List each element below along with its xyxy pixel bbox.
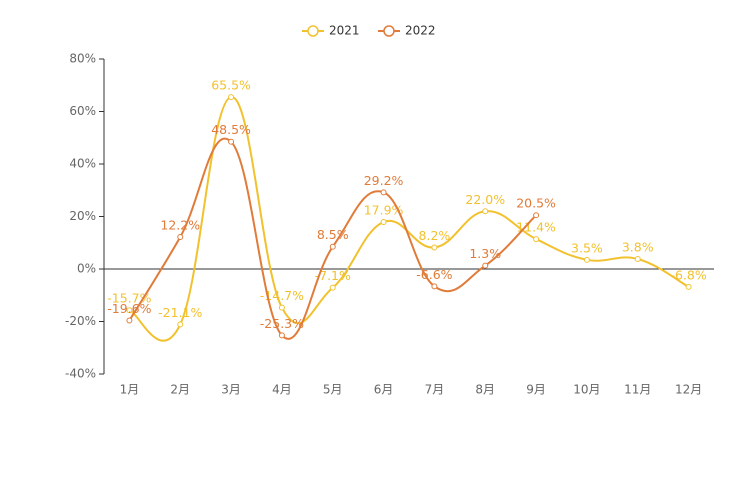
x-tick-label: 2月 [170,383,190,397]
y-tick-label: 60% [69,104,96,118]
y-tick-label: 0% [77,262,96,276]
data-label: 1.3% [469,246,501,261]
x-tick-label: 8月 [475,383,495,397]
data-label: 17.9% [364,203,404,218]
data-point [380,219,387,226]
data-label: 3.8% [622,240,654,255]
data-label: 12.2% [160,217,200,232]
data-label: 48.5% [211,122,251,137]
legend-marker [383,25,395,37]
data-label: -21.1% [158,305,202,320]
data-point [583,256,590,263]
x-tick-label: 12月 [675,383,702,397]
data-label: 20.5% [516,196,556,211]
data-label: 8.2% [419,228,451,243]
data-point [177,233,184,240]
data-point [278,304,285,311]
data-point [533,236,540,243]
x-tick-label: 4月 [272,383,292,397]
series-line [128,96,690,342]
data-label: 3.5% [571,240,603,255]
legend-label: 2021 [329,24,360,38]
y-tick-label: 20% [69,209,96,223]
x-tick-label: 9月 [526,383,546,397]
y-tick-label: 40% [69,157,96,171]
x-tick-label: 6月 [374,383,394,397]
x-tick-label: 3月 [221,383,241,397]
data-label: -7.1% [315,268,351,283]
y-tick-label: -20% [65,314,96,328]
data-label: -6.6% [416,267,452,282]
data-point [380,189,387,196]
data-label: 22.0% [465,192,505,207]
data-label: 11.4% [516,220,556,235]
data-point [634,256,641,263]
data-label: 8.5% [317,227,349,242]
data-point [431,244,438,251]
data-point [329,243,336,250]
data-point [533,212,540,219]
data-point [228,94,235,101]
data-label: 29.2% [364,173,404,188]
y-tick-label: -40% [65,367,96,381]
data-point [228,138,235,145]
data-label: -6.8% [670,267,706,282]
y-tick-label: 80% [69,52,96,66]
x-tick-label: 11月 [624,383,651,397]
data-point [431,283,438,290]
data-label: -25.3% [260,316,304,331]
data-point [482,262,489,269]
data-point [278,332,285,339]
data-label: 65.5% [211,78,251,93]
x-tick-label: 5月 [323,383,343,397]
x-tick-label: 10月 [573,383,600,397]
data-point [482,208,489,215]
data-point [329,284,336,291]
legend-label: 2022 [405,24,436,38]
legend-marker [307,25,319,37]
data-point [126,317,133,324]
data-label: -14.7% [260,288,304,303]
data-label: -19.6% [107,301,151,316]
data-point [177,321,184,328]
data-point [126,307,133,314]
data-point [685,283,692,290]
x-tick-label: 7月 [425,383,445,397]
series-line [128,137,537,340]
x-tick-label: 1月 [120,383,140,397]
